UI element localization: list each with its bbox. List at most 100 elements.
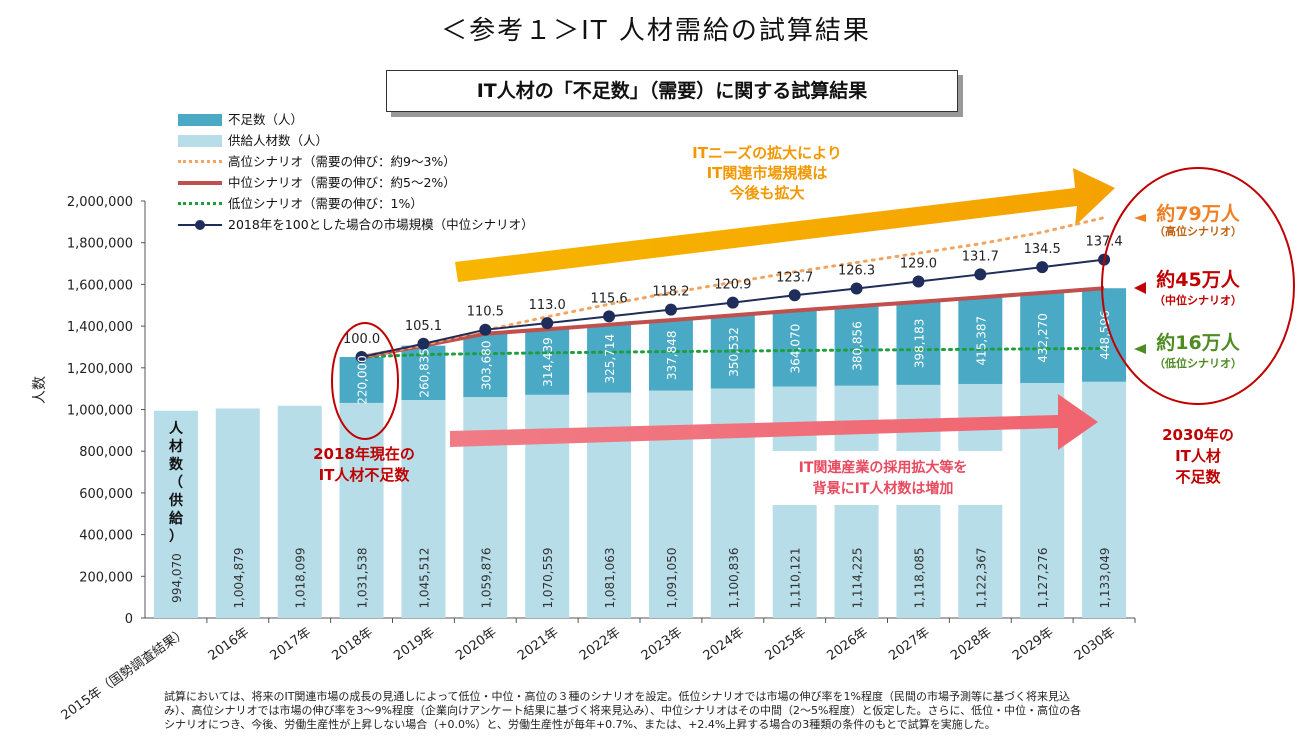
shortage-bar — [525, 329, 570, 395]
shortage-value-label: 350,532 — [727, 327, 741, 377]
legend-swatch-market — [178, 219, 222, 230]
data-labels: 994,070 1,004,879 1,018,099 1,031,538 220,00… — [168, 144, 1242, 609]
supply-value-label: 1,133,049 — [1098, 547, 1112, 608]
high-result-sub: （高位シナリオ） — [1154, 224, 1242, 238]
shortage-value-label: 220,000 — [356, 355, 370, 405]
market-size-point — [726, 296, 739, 309]
supply-value-label: 1,118,085 — [912, 547, 926, 608]
shortage-2030-ellipse — [1101, 167, 1295, 405]
footnote-line: み）、高位シナリオでは市場の伸び率を3～9%程度（企業向けアンケート結果に基づく… — [164, 704, 1082, 717]
footnote-line: 試算においては、将来のIT関連市場の成長の見通しによって低位・中位・高位の３種の… — [164, 690, 1070, 703]
vertical-supply-char: （ — [169, 475, 183, 491]
x-tick-label: 2021年 — [515, 625, 561, 664]
y-axis-label: 人数 — [32, 376, 48, 404]
y-tick-label: 1,800,000 — [67, 237, 133, 252]
shortage-value-label: 325,714 — [603, 334, 617, 384]
market-size-label: 123.7 — [776, 270, 813, 285]
x-tick-label: 2026年 — [824, 625, 870, 664]
market-size-label: 115.6 — [590, 291, 627, 306]
legend: 不足数（人） 供給人材数（人） 高位シナリオ（需要の伸び：約9～3%） 中位シナ… — [178, 109, 534, 235]
legend-label-mid: 中位シナリオ（需要の伸び：約5～2%） — [228, 175, 456, 190]
supply-value-label: 1,070,559 — [541, 547, 555, 608]
supply-bar — [277, 405, 322, 618]
supply-value-label: 1,091,050 — [665, 547, 679, 608]
supply-value-label: 1,114,225 — [851, 547, 865, 608]
supply-value-label: 1,127,276 — [1036, 547, 1050, 608]
hiring-text-box — [758, 451, 1008, 505]
market-size-label: 100.0 — [343, 332, 380, 347]
current-shortage-text: IT人材不足数 — [319, 466, 411, 484]
vertical-supply-char: 供 — [168, 492, 183, 509]
vertical-supply-char: 材 — [169, 438, 183, 455]
supply-value-label: 1,110,121 — [789, 547, 803, 608]
supply-value-label: 1,045,512 — [417, 547, 431, 608]
supply-value-label: 1,100,836 — [727, 547, 741, 608]
page-title: ＜参考１＞IT 人材需給の試算結果 — [441, 16, 871, 46]
shortage-value-label: 415,387 — [974, 316, 988, 366]
low-result-pointer — [1134, 344, 1146, 354]
market-size-point — [788, 289, 801, 302]
market-size-label: 126.3 — [838, 264, 875, 279]
scenario-lines — [355, 216, 1111, 364]
market-size-label: 134.5 — [1024, 242, 1061, 257]
supply-value-label: 1,004,879 — [232, 547, 246, 608]
supply-value-label: 1,031,538 — [356, 547, 370, 608]
footnote: 試算においては、将来のIT関連市場の成長の見通しによって低位・中位・高位の３種の… — [164, 690, 1174, 732]
x-tick-label: 2028年 — [948, 625, 994, 664]
supply-bar — [215, 408, 260, 618]
legend-swatch-supply — [178, 134, 222, 147]
supply-value-label: 1,018,099 — [294, 547, 308, 608]
market-size-label: 113.0 — [529, 298, 566, 313]
legend-item-supply: 供給人材数（人） — [178, 130, 534, 151]
shortage-2030-text: IT人材 — [1175, 447, 1221, 465]
supply-value-label: 1,059,876 — [479, 547, 493, 608]
hiring-arrow-text: 背景にIT人材数は増加 — [813, 480, 954, 497]
y-tick-label: 1,600,000 — [67, 278, 133, 293]
market-size-point — [912, 275, 925, 288]
arrows — [450, 168, 1115, 450]
market-size-point — [603, 310, 616, 323]
supply-bar — [401, 400, 446, 618]
shortage-bar — [339, 357, 384, 403]
shortage-bar — [896, 301, 941, 385]
shortage-value-label: 337,848 — [665, 330, 679, 380]
shortage-value-label: 432,270 — [1036, 313, 1050, 363]
legend-swatch-low — [178, 202, 222, 205]
market-size-point — [664, 303, 677, 316]
hiring-arrow-text: IT関連産業の採用拡大等を — [799, 459, 968, 476]
needs-arrow-text: IT関連市場規模は — [707, 164, 828, 182]
market-size-point — [355, 351, 368, 364]
shortage-bar — [648, 320, 693, 391]
market-size-label: 129.0 — [900, 256, 937, 271]
shortage-bar — [1020, 292, 1065, 383]
hiring-growth-arrow — [450, 394, 1098, 450]
x-tick-label: 2023年 — [639, 625, 685, 664]
current-shortage-text: 2018年現在の — [313, 445, 415, 463]
legend-item-market: 2018年を100とした場合の市場規模（中位シナリオ） — [178, 214, 534, 235]
x-tick-label: 2019年 — [391, 625, 437, 664]
y-tick-label: 1,200,000 — [67, 362, 133, 377]
x-tick-label: 2025年 — [763, 625, 809, 664]
market-size-label: 118.2 — [652, 285, 689, 300]
y-tick-label: 1,400,000 — [67, 320, 133, 335]
low-result-main: 約16万人 — [1156, 331, 1240, 354]
market-size-point — [850, 282, 863, 295]
shortage-bar — [958, 297, 1003, 384]
shortage-value-label: 398,183 — [912, 319, 926, 369]
y-tick-label: 200,000 — [79, 570, 133, 585]
vertical-supply-char: ） — [169, 529, 183, 545]
shortage-2030-text: 不足数 — [1175, 468, 1221, 486]
legend-item-high: 高位シナリオ（需要の伸び：約9～3%） — [178, 151, 534, 172]
x-tick-label: 2020年 — [453, 625, 499, 664]
shortage-2030-text: 2030年の — [1162, 426, 1234, 444]
legend-swatch-high — [178, 160, 222, 163]
market-size-point — [974, 268, 987, 281]
legend-label-supply: 供給人材数（人） — [228, 133, 329, 148]
needs-growth-arrow — [455, 168, 1115, 282]
low-result-sub: （低位シナリオ） — [1154, 356, 1242, 370]
market-size-point — [479, 323, 492, 336]
x-tick-label: 2027年 — [886, 625, 932, 664]
x-tick-label: 2016年 — [206, 625, 252, 664]
x-tick-label: 2022年 — [577, 625, 623, 664]
